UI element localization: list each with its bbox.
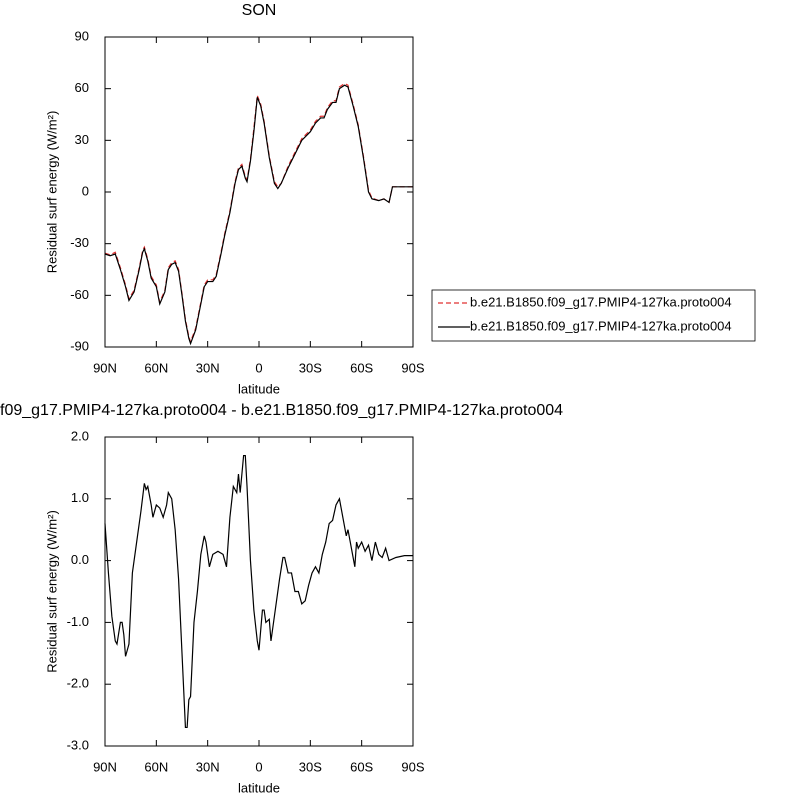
- x-tick-label: 90S: [401, 759, 424, 774]
- x-tick-label: 30N: [196, 759, 220, 774]
- data-line: [104, 82, 413, 344]
- y-tick-label: -2.0: [67, 676, 89, 691]
- plot-frame: [104, 36, 414, 348]
- x-tick-label: 0: [255, 759, 262, 774]
- x-tick-label: 60N: [144, 759, 168, 774]
- x-tick-label: 0: [255, 360, 262, 375]
- y-tick-label: -30: [70, 235, 89, 250]
- y-axis-label: Residual surf energy (W/m²): [44, 510, 59, 673]
- x-tick-label: 90N: [93, 360, 117, 375]
- x-axis-label: latitude: [238, 381, 280, 396]
- data-line: [104, 84, 413, 346]
- legend-label: b.e21.B1850.f09_g17.PMIP4-127ka.proto004: [470, 318, 732, 333]
- x-tick-label: 60N: [144, 360, 168, 375]
- x-tick-label: 30S: [299, 759, 322, 774]
- y-tick-label: 0: [82, 183, 89, 198]
- x-tick-label: 90S: [401, 360, 424, 375]
- y-tick-label: -3.0: [67, 737, 89, 752]
- chart-title: SON: [242, 2, 277, 19]
- legend-box: [431, 289, 756, 342]
- plot-frame: [104, 436, 414, 747]
- y-tick-label: 2.0: [71, 428, 89, 443]
- y-tick-label: 90: [75, 28, 89, 43]
- y-tick-label: 30: [75, 132, 89, 147]
- x-tick-label: 90N: [93, 759, 117, 774]
- legend-label: b.e21.B1850.f09_g17.PMIP4-127ka.proto004: [470, 294, 732, 309]
- y-tick-label: -90: [70, 338, 89, 353]
- y-tick-label: -1.0: [67, 614, 89, 629]
- x-tick-label: 30N: [196, 360, 220, 375]
- y-axis-label: Residual surf energy (W/m²): [44, 111, 59, 274]
- y-tick-label: 60: [75, 80, 89, 95]
- chart-title: f09_g17.PMIP4-127ka.proto004 - b.e21.B18…: [0, 402, 563, 419]
- x-tick-label: 30S: [299, 360, 322, 375]
- y-tick-label: 1.0: [71, 490, 89, 505]
- x-axis-label: latitude: [238, 780, 280, 795]
- data-line: [104, 454, 413, 729]
- x-tick-label: 60S: [350, 360, 373, 375]
- y-tick-label: -60: [70, 287, 89, 302]
- y-tick-label: 0.0: [71, 552, 89, 567]
- x-tick-label: 60S: [350, 759, 373, 774]
